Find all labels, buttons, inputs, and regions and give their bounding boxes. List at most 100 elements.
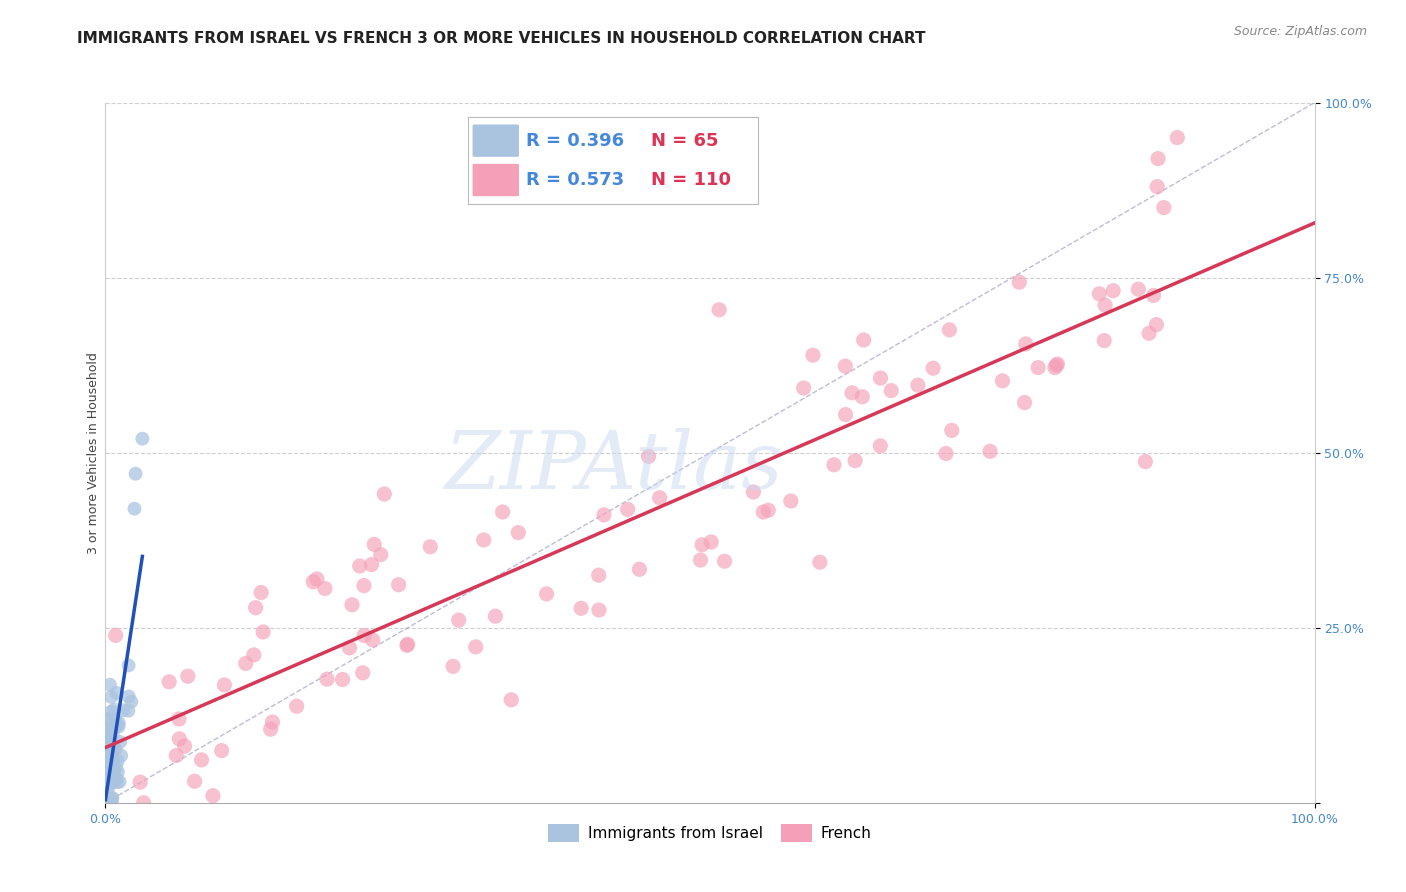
Point — [120, 695, 142, 709]
Point — [129, 775, 152, 789]
Point — [107, 754, 129, 768]
Point — [991, 374, 1014, 388]
Point — [96, 712, 118, 726]
Point — [1135, 455, 1157, 469]
Point — [1046, 357, 1069, 371]
Point — [98, 678, 121, 692]
Point — [616, 502, 638, 516]
Legend: Immigrants from Israel, French: Immigrants from Israel, French — [543, 818, 877, 847]
Point — [1153, 201, 1175, 215]
Point — [1014, 395, 1036, 409]
Point — [96, 739, 118, 753]
Point — [131, 432, 153, 446]
Point — [214, 678, 236, 692]
Point — [101, 767, 124, 781]
Point — [353, 579, 375, 593]
Point — [593, 508, 616, 522]
Point — [97, 780, 120, 795]
Point — [94, 796, 117, 810]
Point — [250, 585, 273, 599]
Point — [302, 574, 325, 589]
Point — [118, 658, 141, 673]
Point — [112, 703, 135, 717]
Point — [841, 385, 863, 400]
Point — [101, 721, 124, 735]
Point — [339, 640, 361, 655]
Point — [907, 378, 929, 392]
Point — [484, 609, 506, 624]
Y-axis label: 3 or more Vehicles in Household: 3 or more Vehicles in Household — [87, 351, 100, 554]
Point — [101, 756, 124, 770]
Point — [363, 537, 385, 551]
Point — [472, 533, 495, 547]
Point — [100, 705, 122, 719]
Point — [419, 540, 441, 554]
Point — [285, 699, 308, 714]
Point — [756, 503, 779, 517]
Point — [353, 629, 375, 643]
Point — [707, 302, 730, 317]
Point — [165, 748, 187, 763]
Point — [100, 748, 122, 763]
Point — [648, 491, 671, 505]
Point — [1137, 326, 1160, 341]
Point — [183, 774, 205, 789]
Point — [177, 669, 200, 683]
Point — [752, 505, 775, 519]
Point — [637, 450, 659, 464]
Point — [101, 727, 124, 741]
Point — [441, 659, 464, 673]
Point — [98, 738, 121, 752]
Point — [157, 674, 180, 689]
Point — [491, 505, 513, 519]
Point — [101, 766, 124, 780]
Point — [869, 371, 891, 385]
Point — [107, 718, 129, 732]
Point — [98, 796, 121, 810]
Text: IMMIGRANTS FROM ISRAEL VS FRENCH 3 OR MORE VEHICLES IN HOUSEHOLD CORRELATION CHA: IMMIGRANTS FROM ISRAEL VS FRENCH 3 OR MO… — [77, 31, 925, 46]
Point — [1015, 337, 1038, 351]
Point — [104, 771, 127, 785]
Point — [314, 582, 336, 596]
Point — [1043, 360, 1066, 375]
Point — [100, 740, 122, 755]
Point — [588, 603, 610, 617]
Point — [94, 750, 117, 764]
Point — [96, 763, 118, 777]
Point — [100, 760, 122, 774]
Point — [305, 572, 328, 586]
Point — [536, 587, 558, 601]
Point — [100, 796, 122, 810]
Point — [370, 548, 392, 562]
Point — [1142, 288, 1164, 302]
Point — [793, 381, 815, 395]
Point — [100, 690, 122, 704]
Point — [98, 796, 121, 810]
Point — [823, 458, 845, 472]
Point — [852, 333, 875, 347]
Point — [124, 467, 146, 481]
Text: Source: ZipAtlas.com: Source: ZipAtlas.com — [1233, 25, 1367, 38]
Point — [700, 535, 723, 549]
Point — [1144, 318, 1167, 332]
Point — [779, 494, 801, 508]
Point — [105, 775, 128, 789]
Point — [569, 601, 592, 615]
Point — [103, 741, 125, 756]
Point — [105, 760, 128, 774]
Point — [94, 726, 117, 740]
Point — [167, 712, 190, 726]
Point — [104, 742, 127, 756]
Point — [1092, 334, 1115, 348]
Point — [108, 716, 131, 731]
Point — [1094, 298, 1116, 312]
Point — [979, 444, 1001, 458]
Point — [361, 632, 384, 647]
Point — [105, 772, 128, 786]
Point — [360, 558, 382, 572]
Point — [132, 796, 155, 810]
Point — [104, 713, 127, 727]
Point — [105, 686, 128, 700]
Point — [1045, 359, 1067, 373]
Point — [94, 749, 117, 764]
